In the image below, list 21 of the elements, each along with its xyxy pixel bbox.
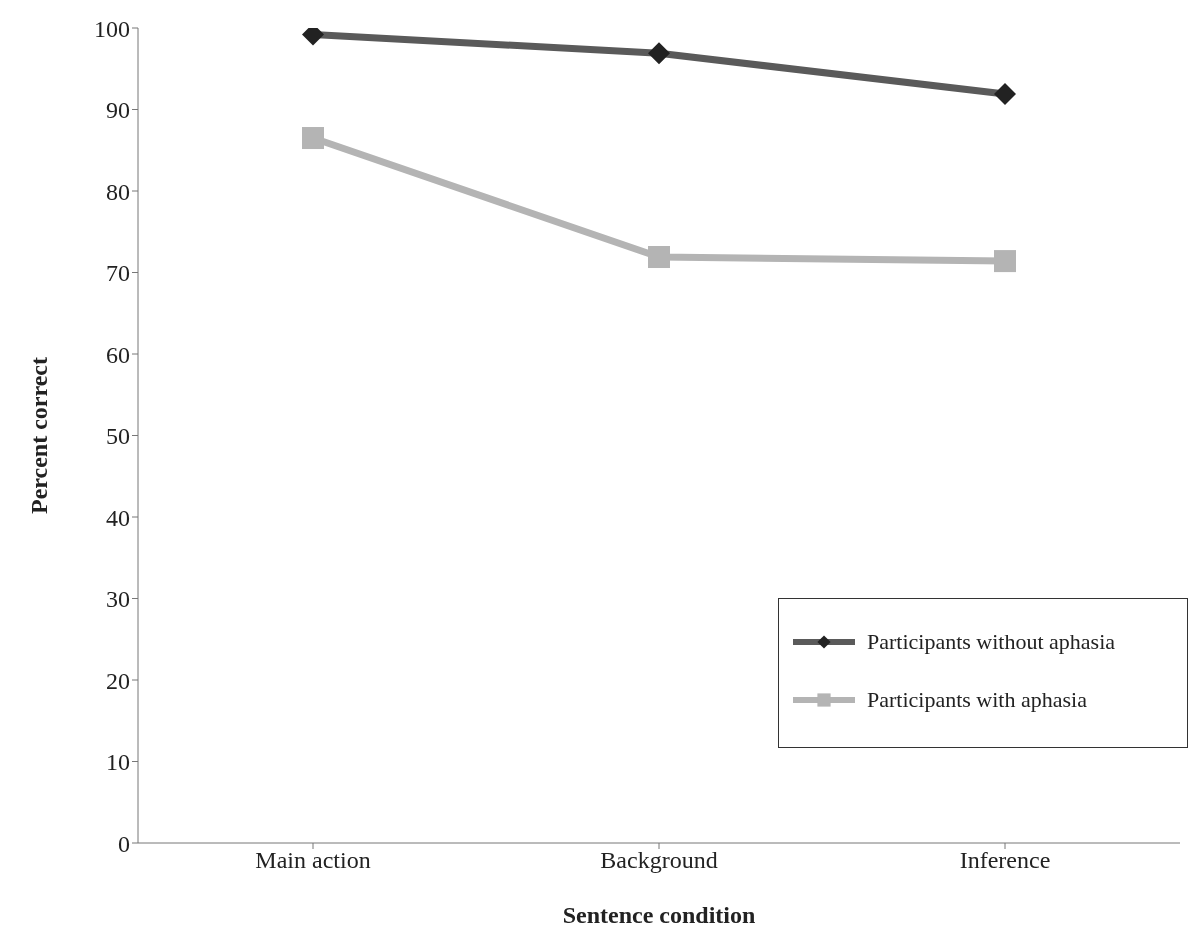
y-tick-label: 70	[106, 260, 130, 287]
point	[302, 127, 324, 150]
y-tick-label: 100	[94, 15, 130, 42]
y-axis-title: Percent correct	[25, 357, 52, 514]
y-tick-label: 60	[106, 341, 130, 368]
x-tick-label: Background	[600, 847, 718, 874]
y-tick-label: 40	[106, 504, 130, 531]
y-tick-label: 20	[106, 667, 130, 694]
x-axis-title: Sentence condition	[562, 902, 756, 928]
x-tick-label: Inference	[959, 847, 1051, 874]
y-tick-label: 10	[106, 749, 130, 776]
point	[994, 250, 1016, 273]
y-tick-label: 50	[106, 423, 130, 450]
y-tick-label: 0	[118, 830, 130, 857]
y-tick-label: 30	[106, 586, 130, 613]
legend-label: Participants without aphasia	[867, 629, 1116, 655]
y-tick-label: 80	[106, 178, 130, 205]
y-tick-label: 90	[106, 97, 130, 124]
point	[648, 246, 670, 269]
x-tick-label: Main action	[255, 847, 371, 874]
legend-label: Participants with aphasia	[867, 687, 1087, 713]
